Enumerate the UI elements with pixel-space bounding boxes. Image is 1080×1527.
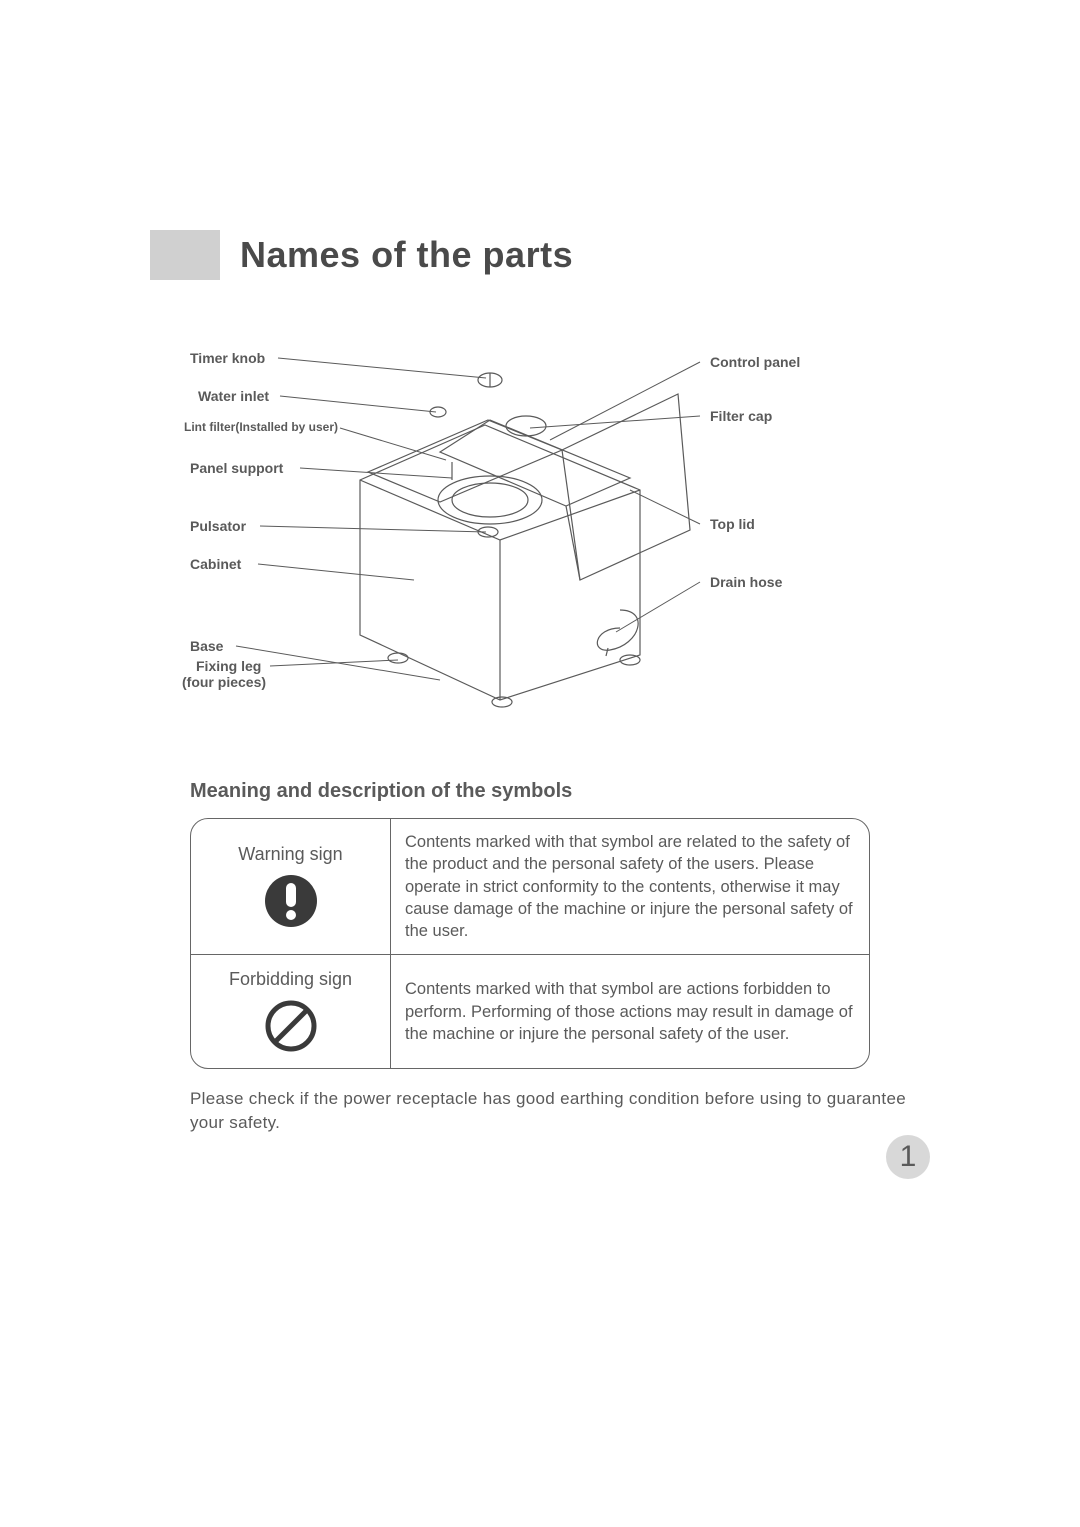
machine-illustration (190, 350, 890, 730)
label-fixing-leg-2: (four pieces) (182, 674, 266, 690)
page-title: Names of the parts (240, 234, 573, 276)
title-row: Names of the parts (150, 230, 930, 280)
label-panel-support: Panel support (190, 460, 283, 476)
label-pulsator: Pulsator (190, 518, 246, 534)
warning-desc: Contents marked with that symbol are rel… (391, 819, 869, 954)
label-water-inlet: Water inlet (198, 388, 269, 404)
symbol-cell-forbidding: Forbidding sign (191, 955, 391, 1068)
forbidding-label: Forbidding sign (229, 969, 352, 990)
warning-icon (263, 873, 319, 929)
symbols-table: Warning sign Contents marked with that s… (190, 818, 870, 1069)
label-cabinet: Cabinet (190, 556, 241, 572)
page-number-badge: 1 (886, 1135, 930, 1179)
label-filter-cap: Filter cap (710, 408, 772, 424)
title-accent-block (150, 230, 220, 280)
label-drain-hose: Drain hose (710, 574, 782, 590)
label-fixing-leg-1: Fixing leg (196, 658, 261, 674)
footer-note: Please check if the power receptacle has… (190, 1087, 930, 1135)
label-lint-filter: Lint filter(Installed by user) (184, 420, 338, 434)
symbol-cell-warning: Warning sign (191, 819, 391, 954)
warning-label: Warning sign (238, 844, 342, 865)
label-base: Base (190, 638, 223, 654)
parts-diagram: Timer knob Water inlet Lint filter(Insta… (190, 350, 890, 730)
page-number: 1 (900, 1140, 917, 1174)
symbol-row-forbidding: Forbidding sign Contents marked with tha… (191, 954, 869, 1068)
label-timer-knob: Timer knob (190, 350, 265, 366)
forbidding-desc: Contents marked with that symbol are act… (391, 955, 869, 1068)
label-control-panel: Control panel (710, 354, 800, 370)
symbols-heading: Meaning and description of the symbols (190, 780, 930, 803)
symbol-row-warning: Warning sign Contents marked with that s… (191, 819, 869, 954)
label-top-lid: Top lid (710, 516, 755, 532)
forbidding-icon (263, 998, 319, 1054)
